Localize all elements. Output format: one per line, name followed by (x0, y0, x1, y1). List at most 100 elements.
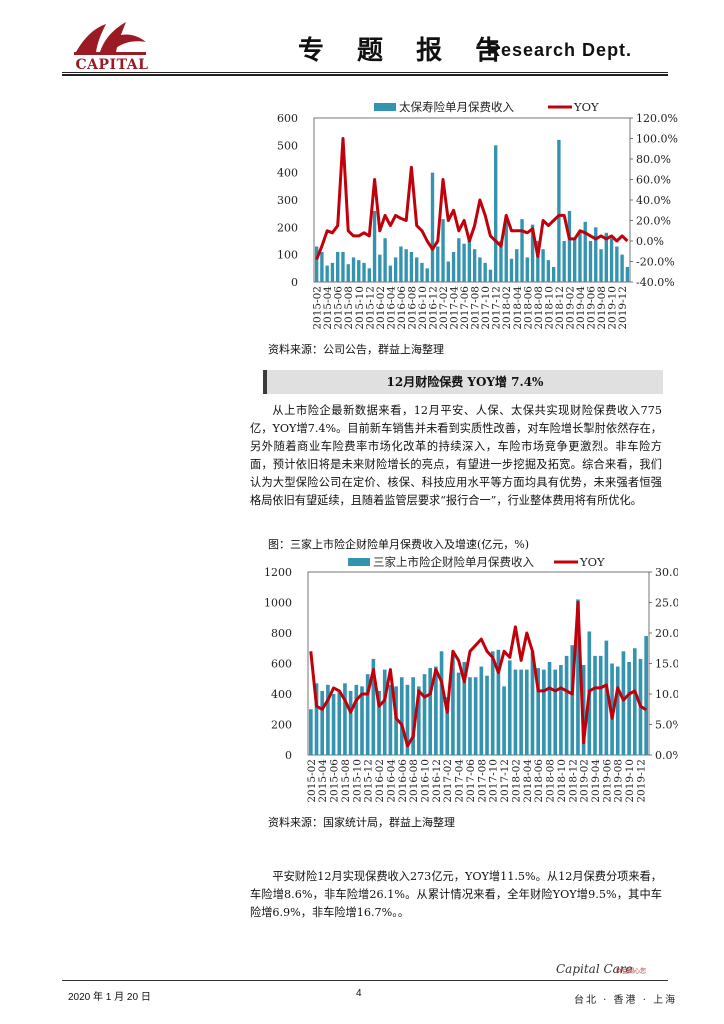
bar (341, 251, 345, 282)
capital-logo-icon (74, 22, 146, 55)
section-title: 12月财险保费 YOY增 7.4% (263, 370, 663, 394)
bar (325, 265, 329, 282)
x-axis-tick-label: 2017-06 (465, 759, 477, 803)
x-axis-tick-label: 2016-10 (420, 759, 432, 803)
x-axis-tick-label: 2019-12 (617, 286, 629, 330)
chart2-caption: 图：三家上市险企财险单月保费收入及增速(亿元，%) (268, 538, 530, 551)
bar (494, 145, 498, 282)
left-axis-tick-label: 1000 (264, 597, 292, 610)
left-axis-tick-label: 500 (277, 139, 298, 152)
page-number: 4 (356, 988, 362, 999)
header-divider-thick (62, 74, 668, 76)
x-axis-tick-label: 2018-12 (567, 759, 579, 803)
x-axis-tick-label: 2016-08 (408, 759, 420, 803)
x-axis-tick-label: 2019-06 (601, 759, 613, 803)
left-axis-tick-label: 1200 (264, 566, 292, 579)
bar (524, 669, 529, 755)
x-axis-tick-label: 2015-08 (340, 759, 352, 803)
right-axis-tick-label: 5.0% (655, 719, 678, 732)
legend-bar-label: 太保寿险单月保费收入 (399, 100, 514, 114)
bar (330, 262, 335, 282)
x-axis-tick-label: 2017-10 (480, 286, 492, 330)
bar (546, 260, 551, 282)
left-axis-tick-label: 600 (277, 112, 298, 125)
bar (343, 683, 347, 755)
left-axis-tick-label: 400 (271, 688, 292, 701)
bar (467, 238, 472, 282)
bar (598, 655, 603, 755)
x-axis-tick-label: 2016-06 (397, 759, 409, 803)
bar (599, 249, 603, 282)
bar (615, 246, 619, 282)
bar (314, 683, 319, 755)
x-axis-tick-label: 2017-04 (454, 759, 466, 803)
bar (411, 677, 415, 755)
x-axis-tick-label: 2018-04 (522, 759, 534, 803)
bar (394, 686, 398, 755)
bar (388, 265, 393, 282)
x-axis-tick-label: 2017-02 (438, 286, 450, 330)
x-axis-tick-label: 2019-04 (575, 286, 587, 330)
x-axis-tick-label: 2019-08 (613, 759, 625, 803)
right-axis-tick-label: 30.0% (655, 566, 678, 579)
bar (483, 262, 487, 282)
right-axis-tick-label: 15.0% (655, 658, 678, 671)
bar (541, 249, 545, 282)
bar (509, 258, 514, 282)
chart-property-premium: 0 200 400 600 800 1000 1200 0.0% 5.0% 10.0% 15.0% 2… (264, 555, 678, 803)
bar (462, 661, 467, 755)
bar (456, 672, 461, 755)
x-axis-tick-label: 2016-12 (431, 759, 443, 803)
x-axis-tick-label: 2015-06 (329, 759, 341, 803)
right-axis-tick-label: 80.0% (636, 153, 671, 166)
bar (570, 645, 575, 755)
right-axis-tick-label: 10.0% (655, 688, 678, 701)
x-axis-tick-label: 2016-10 (417, 286, 429, 330)
bar (504, 219, 508, 282)
bar (309, 709, 313, 755)
x-axis-tick-label: 2018-02 (510, 759, 522, 803)
bar (632, 648, 637, 755)
body-paragraph-2: 平安财险12月实现保费收入273亿元，YOY增11.5%。从12月保费分项来看，… (250, 870, 662, 919)
legend-bar-label: 三家上市险企财险单月保费收入 (373, 555, 534, 569)
bar (420, 262, 424, 282)
x-axis-tick-label: 2019-12 (636, 759, 648, 803)
x-axis-tick-label: 2017-06 (459, 286, 471, 330)
bar (348, 690, 353, 755)
bar (409, 251, 414, 282)
x-axis-tick-label: 2016-02 (375, 286, 387, 330)
bar (417, 686, 421, 755)
x-axis-tick-label: 2019-06 (586, 286, 598, 330)
bar (422, 674, 427, 755)
right-axis-tick-label: 40.0% (636, 194, 671, 207)
x-axis-tick-label: 2015-02 (312, 286, 324, 330)
bar (441, 219, 445, 282)
bar (627, 661, 631, 755)
x-axis-tick-label: 2018-06 (533, 759, 545, 803)
x-axis-tick-label: 2016-08 (406, 286, 418, 330)
x-axis-tick-label: 2018-10 (556, 759, 568, 803)
x-axis-tick-label: 2017-10 (488, 759, 500, 803)
x-axis-tick-label: 2018-10 (543, 286, 555, 330)
bar (496, 649, 501, 755)
bar (644, 636, 648, 755)
bar (430, 172, 435, 282)
bar (405, 684, 410, 755)
bar (360, 686, 364, 755)
x-axis-tick-label: 2017-12 (499, 759, 511, 803)
bar (378, 254, 382, 282)
x-axis-tick-label: 2019-10 (624, 759, 636, 803)
x-axis-tick-label: 2017-02 (442, 759, 454, 803)
logo-text: CAPITAL (75, 57, 149, 73)
plot-frame (313, 117, 631, 283)
legend-bar-swatch (348, 558, 370, 566)
bar (434, 666, 438, 755)
x-axis-tick-label: 2018-08 (533, 286, 545, 330)
footer-date: 2020 年 1 月 20 日 (68, 992, 151, 1003)
x-axis-tick-label: 2016-02 (374, 759, 386, 803)
right-axis-tick-label: -40.0% (636, 276, 675, 289)
bar (583, 221, 587, 282)
bar (388, 684, 393, 755)
x-axis-tick-label: 2019-08 (596, 286, 608, 330)
bar (439, 651, 444, 755)
